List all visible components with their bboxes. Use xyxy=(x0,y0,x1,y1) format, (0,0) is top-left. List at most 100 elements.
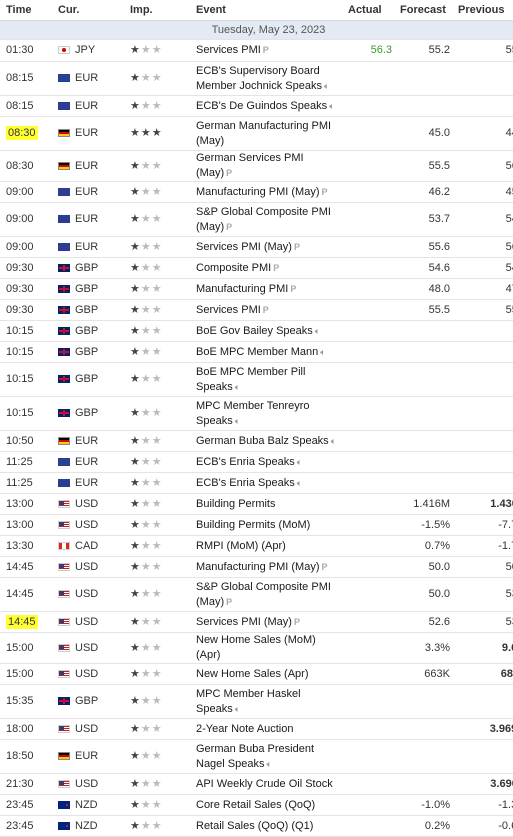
event-name[interactable]: German Services PMI (May) xyxy=(196,152,304,179)
event-cell[interactable]: Core Retail Sales (QoQ) xyxy=(192,794,344,816)
event-row[interactable]: 13:00 USD ★★★ Building Permits (MoM) -1.5% -7… xyxy=(0,514,513,536)
event-cell[interactable]: Services PMI (May) P xyxy=(192,236,344,258)
event-cell[interactable]: ECB's Enria Speaks 🔈︎ xyxy=(192,472,344,494)
event-name[interactable]: Services PMI xyxy=(196,303,261,316)
event-name[interactable]: German Buba Balz Speaks xyxy=(196,434,329,447)
event-name[interactable]: 2-Year Note Auction xyxy=(196,722,294,735)
event-cell[interactable]: Building Permits xyxy=(192,493,344,515)
event-cell[interactable]: 2-Year Note Auction xyxy=(192,718,344,740)
event-cell[interactable]: ECB's De Guindos Speaks 🔈︎ xyxy=(192,95,344,117)
event-name[interactable]: BoE Gov Bailey Speaks xyxy=(196,324,313,337)
event-row[interactable]: 10:50 EUR ★★★ German Buba Balz Speaks 🔈︎ xyxy=(0,430,513,452)
event-cell[interactable]: German Buba President Nagel Speaks 🔈︎ xyxy=(192,739,344,774)
event-name[interactable]: Manufacturing PMI xyxy=(196,282,289,295)
event-name[interactable]: Building Permits (MoM) xyxy=(196,518,311,531)
event-name[interactable]: S&P Global Composite PMI (May) xyxy=(196,205,331,233)
event-cell[interactable]: New Home Sales (Apr) xyxy=(192,663,344,685)
event-cell[interactable]: German Manufacturing PMI (May) xyxy=(192,116,344,151)
event-name[interactable]: Services PMI (May) xyxy=(196,240,292,253)
event-name[interactable]: Core Retail Sales (QoQ) xyxy=(196,798,316,811)
event-cell[interactable]: API Weekly Crude Oil Stock xyxy=(192,773,344,795)
header-actual[interactable]: Actual xyxy=(344,0,396,21)
event-row[interactable]: 08:30 EUR ★★★ German Manufacturing PMI (May… xyxy=(0,116,513,151)
event-name[interactable]: RMPI (MoM) (Apr) xyxy=(196,539,286,552)
event-row[interactable]: 10:15 GBP ★★★ BoE MPC Member Mann 🔈︎ xyxy=(0,341,513,363)
event-row[interactable]: 15:00 USD ★★★ New Home Sales (MoM) (Apr) 3.3… xyxy=(0,632,513,664)
event-name[interactable]: New Home Sales (Apr) xyxy=(196,667,309,680)
event-cell[interactable]: New Home Sales (MoM) (Apr) xyxy=(192,632,344,664)
event-cell[interactable]: Services PMI (May) P xyxy=(192,611,344,633)
event-row[interactable]: 23:45 NZD ★★★ Core Retail Sales (QoQ) -1.0% -… xyxy=(0,794,513,816)
event-name[interactable]: Services PMI (May) xyxy=(196,615,292,628)
event-cell[interactable]: Manufacturing PMI (May) P xyxy=(192,556,344,578)
event-name[interactable]: ECB's Supervisory Board Member Jochnick … xyxy=(196,64,322,92)
event-row[interactable]: 08:15 EUR ★★★ ECB's Supervisory Board Membe… xyxy=(0,61,513,96)
event-cell[interactable]: Retail Sales (QoQ) (Q1) xyxy=(192,815,344,837)
event-cell[interactable]: MPC Member Tenreyro Speaks 🔈︎ xyxy=(192,396,344,431)
event-name[interactable]: BoE MPC Member Pill Speaks xyxy=(196,365,306,393)
event-row[interactable]: 08:30 EUR ★★★ German Services PMI (May) P 55.… xyxy=(0,150,513,182)
event-row[interactable]: 23:45 NZD ★★★ Retail Sales (QoQ) (Q1) 0.2% -0… xyxy=(0,815,513,837)
header-previous[interactable]: Previous xyxy=(454,0,513,21)
event-name[interactable]: Services PMI xyxy=(196,44,261,56)
event-cell[interactable]: RMPI (MoM) (Apr) xyxy=(192,535,344,557)
event-row[interactable]: 09:00 EUR ★★★ S&P Global Composite PMI (May… xyxy=(0,202,513,237)
event-name[interactable]: MPC Member Haskel Speaks xyxy=(196,687,301,715)
event-row[interactable]: 11:25 EUR ★★★ ECB's Enria Speaks 🔈︎ xyxy=(0,451,513,473)
event-cell[interactable]: S&P Global Composite PMI (May) P xyxy=(192,202,344,237)
event-name[interactable]: German Buba President Nagel Speaks xyxy=(196,742,315,770)
event-name[interactable]: German Manufacturing PMI (May) xyxy=(196,119,332,147)
event-cell[interactable]: Services PMI P xyxy=(192,299,344,321)
event-cell[interactable]: Manufacturing PMI (May) P xyxy=(192,181,344,203)
event-row[interactable]: 09:00 EUR ★★★ Manufacturing PMI (May) P 46.2 4… xyxy=(0,181,513,203)
event-name[interactable]: Building Permits xyxy=(196,497,276,510)
event-cell[interactable]: ECB's Supervisory Board Member Jochnick … xyxy=(192,61,344,96)
event-cell[interactable]: BoE MPC Member Pill Speaks 🔈︎ xyxy=(192,362,344,397)
event-name[interactable]: ECB's Enria Speaks xyxy=(196,476,295,489)
event-row[interactable]: 08:15 EUR ★★★ ECB's De Guindos Speaks 🔈︎ xyxy=(0,95,513,117)
event-row[interactable]: 11:25 EUR ★★★ ECB's Enria Speaks 🔈︎ xyxy=(0,472,513,494)
header-forecast[interactable]: Forecast xyxy=(396,0,454,21)
event-name[interactable]: BoE MPC Member Mann xyxy=(196,345,319,358)
event-cell[interactable]: Manufacturing PMI P xyxy=(192,278,344,300)
event-name[interactable]: New Home Sales (MoM) (Apr) xyxy=(196,634,316,661)
event-cell[interactable]: BoE Gov Bailey Speaks 🔈︎ xyxy=(192,320,344,342)
event-name[interactable]: Manufacturing PMI (May) xyxy=(196,560,320,573)
event-cell[interactable]: BoE MPC Member Mann 🔈︎ xyxy=(192,341,344,363)
event-name[interactable]: S&P Global Composite PMI (May) xyxy=(196,580,331,608)
event-cell[interactable]: S&P Global Composite PMI (May) P xyxy=(192,577,344,612)
event-row[interactable]: 21:30 USD ★★★ API Weekly Crude Oil Stock 3.6… xyxy=(0,773,513,795)
event-cell[interactable]: German Buba Balz Speaks 🔈︎ xyxy=(192,430,344,452)
event-name[interactable]: Composite PMI xyxy=(196,261,272,274)
event-row[interactable]: 14:45 USD ★★★ Manufacturing PMI (May) P 50.0 5… xyxy=(0,556,513,578)
header-currency[interactable]: Cur. xyxy=(54,0,126,21)
event-name[interactable]: API Weekly Crude Oil Stock xyxy=(196,777,333,790)
event-row[interactable]: 15:35 GBP ★★★ MPC Member Haskel Speaks 🔈︎ xyxy=(0,684,513,719)
event-name[interactable]: Retail Sales (QoQ) (Q1) xyxy=(196,819,314,832)
event-row[interactable]: 10:15 GBP ★★★ MPC Member Tenreyro Speaks 🔈︎ xyxy=(0,396,513,431)
header-importance[interactable]: Imp. xyxy=(126,0,192,21)
event-cell[interactable]: Building Permits (MoM) xyxy=(192,514,344,536)
event-cell[interactable]: ECB's Enria Speaks 🔈︎ xyxy=(192,451,344,473)
event-name[interactable]: ECB's De Guindos Speaks xyxy=(196,99,328,112)
event-name[interactable]: MPC Member Tenreyro Speaks xyxy=(196,399,310,427)
event-cell[interactable]: MPC Member Haskel Speaks 🔈︎ xyxy=(192,684,344,719)
event-cell[interactable]: Composite PMI P xyxy=(192,257,344,279)
event-row[interactable]: 10:15 GBP ★★★ BoE Gov Bailey Speaks 🔈︎ xyxy=(0,320,513,342)
header-time[interactable]: Time xyxy=(0,0,54,21)
event-row[interactable]: 14:45 USD ★★★ S&P Global Composite PMI (May… xyxy=(0,577,513,612)
event-name[interactable]: Manufacturing PMI (May) xyxy=(196,185,320,198)
event-name[interactable]: ECB's Enria Speaks xyxy=(196,455,295,468)
header-event[interactable]: Event xyxy=(192,0,344,21)
event-row[interactable]: 10:15 GBP ★★★ BoE MPC Member Pill Speaks 🔈︎ xyxy=(0,362,513,397)
